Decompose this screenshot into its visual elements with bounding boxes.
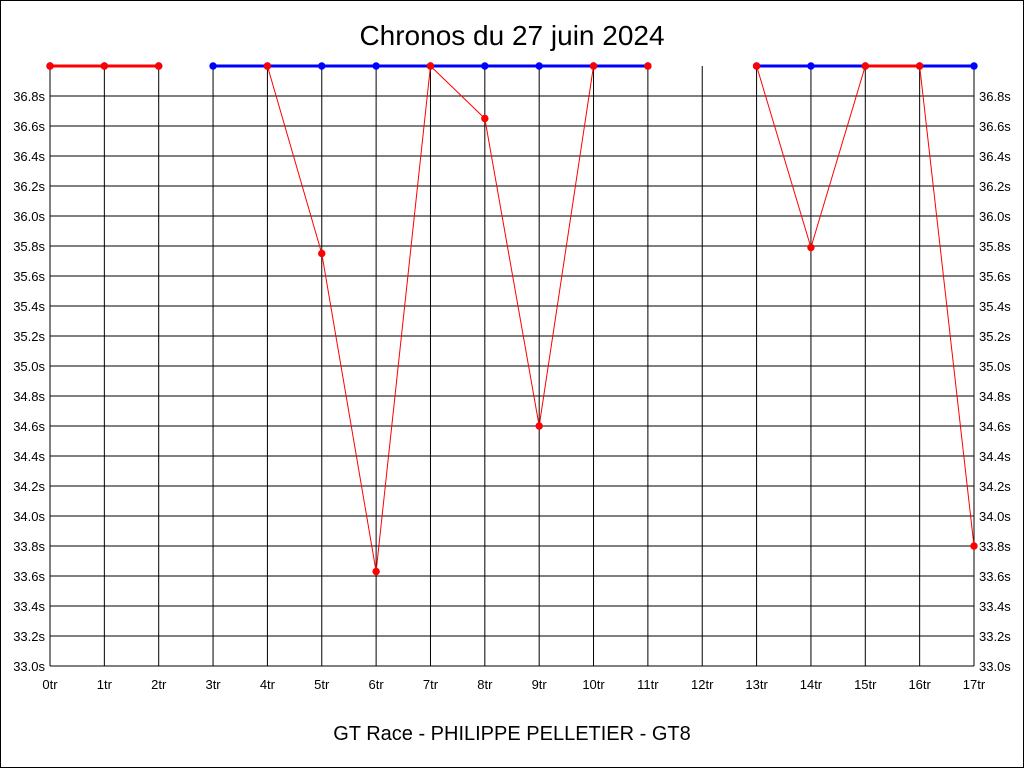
y-tick-label-right: 34.6s <box>979 419 1011 434</box>
x-tick-label: 11tr <box>637 677 659 692</box>
series-1-point <box>155 62 163 70</box>
y-tick-label-left: 35.2s <box>13 329 45 344</box>
series-0-point <box>481 62 489 70</box>
series <box>46 62 978 576</box>
y-tick-label-right: 33.4s <box>979 599 1011 614</box>
series-1-segment <box>538 65 595 427</box>
series-1-segment <box>266 65 323 254</box>
series-1-point <box>589 62 598 70</box>
y-tick-label-right: 35.4s <box>979 299 1011 314</box>
series-1-point <box>644 62 652 70</box>
series-0-point <box>318 62 326 70</box>
y-tick-label-left: 34.6s <box>13 419 45 434</box>
series-1-segment <box>919 65 975 547</box>
series-1-point <box>752 62 761 70</box>
series-1-point <box>372 567 380 576</box>
y-tick-label-left: 33.6s <box>13 569 45 584</box>
tick-labels: 0tr 1tr 2tr 3tr 4tr 5tr 6tr 7tr 8tr 9tr 10tr 11tr 12… <box>13 89 1011 692</box>
series-1-point <box>915 62 924 70</box>
y-tick-label-left: 34.0s <box>13 509 45 524</box>
y-tick-label-right: 36.6s <box>979 119 1011 134</box>
x-tick-label: 16tr <box>908 677 931 692</box>
series-0-point <box>807 62 815 70</box>
series-1-point <box>861 62 869 70</box>
y-tick-label-left: 36.4s <box>13 149 45 164</box>
series-0-point <box>535 62 543 70</box>
y-tick-label-right: 35.8s <box>979 239 1011 254</box>
y-tick-label-left: 35.8s <box>13 239 45 254</box>
y-tick-label-left: 33.0s <box>13 659 45 674</box>
series-1-point <box>481 114 489 123</box>
y-tick-label-right: 35.2s <box>979 329 1011 344</box>
y-tick-label-right: 34.0s <box>979 509 1011 524</box>
x-tick-label: 17tr <box>963 677 986 692</box>
y-tick-label-right: 34.4s <box>979 449 1011 464</box>
series-1-point <box>263 62 272 70</box>
series-0-point <box>209 62 217 70</box>
y-tick-label-right: 34.2s <box>979 479 1011 494</box>
y-tick-label-left: 35.0s <box>13 359 45 374</box>
chart-subtitle: GT Race - PHILIPPE PELLETIER - GT8 <box>333 723 691 745</box>
axes <box>49 66 975 667</box>
x-tick-label: 3tr <box>205 677 221 692</box>
y-tick-label-left: 33.4s <box>13 599 45 614</box>
x-tick-label: 13tr <box>745 677 768 692</box>
series-1-point <box>426 62 435 70</box>
chart-title: Chronos du 27 juin 2024 <box>359 20 664 51</box>
y-tick-label-right: 33.2s <box>979 629 1011 644</box>
y-tick-label-right: 35.6s <box>979 269 1011 284</box>
y-tick-label-right: 36.2s <box>979 179 1011 194</box>
series-1-segment <box>429 65 486 119</box>
series-1-segment <box>375 65 431 572</box>
y-tick-label-left: 36.2s <box>13 179 45 194</box>
y-tick-label-right: 36.4s <box>979 149 1011 164</box>
y-tick-label-left: 34.2s <box>13 479 45 494</box>
y-tick-label-left: 35.6s <box>13 269 45 284</box>
x-tick-label: 12tr <box>691 677 714 692</box>
x-tick-label: 0tr <box>42 677 58 692</box>
y-tick-label-right: 33.8s <box>979 539 1011 554</box>
y-tick-label-left: 34.4s <box>13 449 45 464</box>
x-tick-label: 8tr <box>477 677 493 692</box>
series-1-segment <box>810 65 866 248</box>
x-tick-label: 6tr <box>369 677 385 692</box>
series-1-segment <box>321 253 377 572</box>
series-0-point <box>970 62 978 70</box>
x-tick-label: 4tr <box>260 677 276 692</box>
x-tick-label: 9tr <box>532 677 548 692</box>
y-tick-label-right: 36.0s <box>979 209 1011 224</box>
series-1-segment <box>484 118 540 427</box>
x-tick-label: 10tr <box>582 677 605 692</box>
y-tick-label-right: 33.6s <box>979 569 1011 584</box>
x-tick-label: 15tr <box>854 677 877 692</box>
series-1-point <box>46 62 54 70</box>
y-tick-label-right: 33.0s <box>979 659 1011 674</box>
x-tick-label: 5tr <box>314 677 330 692</box>
y-tick-label-left: 36.6s <box>13 119 45 134</box>
y-tick-label-left: 33.2s <box>13 629 45 644</box>
y-tick-label-left: 36.0s <box>13 209 45 224</box>
x-tick-label: 7tr <box>423 677 439 692</box>
series-0-point <box>372 62 380 70</box>
series-1-point <box>807 243 815 252</box>
y-tick-label-left: 33.8s <box>13 539 45 554</box>
grid <box>49 66 975 667</box>
y-tick-label-left: 35.4s <box>13 299 45 314</box>
x-tick-label: 2tr <box>151 677 167 692</box>
y-tick-label-right: 36.8s <box>979 89 1011 104</box>
y-tick-label-right: 35.0s <box>979 359 1011 374</box>
series-1-point <box>318 249 326 258</box>
y-tick-label-right: 34.8s <box>979 389 1011 404</box>
x-tick-label: 14tr <box>800 677 823 692</box>
series-1-segment <box>756 65 812 248</box>
y-tick-label-left: 36.8s <box>13 89 45 104</box>
x-tick-label: 1tr <box>97 677 113 692</box>
series-1-point <box>970 542 978 550</box>
series-1-point <box>100 62 109 70</box>
series-1-point <box>535 422 543 430</box>
y-tick-label-left: 34.8s <box>13 389 45 404</box>
